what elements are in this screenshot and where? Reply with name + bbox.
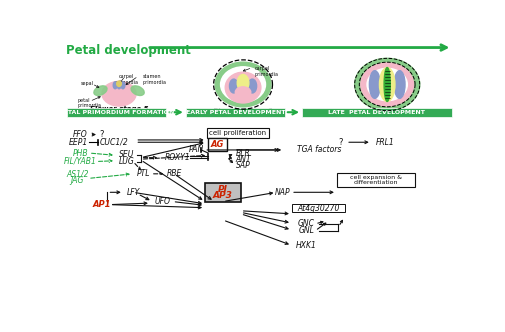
- Text: carpel
primordia: carpel primordia: [115, 74, 138, 85]
- Text: PI: PI: [218, 185, 227, 194]
- FancyBboxPatch shape: [206, 128, 268, 138]
- FancyBboxPatch shape: [67, 108, 166, 117]
- Text: RBE: RBE: [166, 169, 181, 178]
- Text: UFO: UFO: [154, 197, 170, 206]
- Text: Flower Stage 12: Flower Stage 12: [355, 111, 419, 117]
- Text: FIL/YAB1: FIL/YAB1: [64, 157, 96, 166]
- Text: Flower Stage 6: Flower Stage 6: [213, 108, 272, 114]
- Ellipse shape: [102, 81, 136, 106]
- Text: cell expansion &
differentiation: cell expansion & differentiation: [349, 175, 401, 185]
- Text: EARLY PETAL DEVELOPMENT: EARLY PETAL DEVELOPMENT: [185, 110, 284, 115]
- Text: HXK1: HXK1: [295, 241, 317, 250]
- FancyBboxPatch shape: [208, 138, 226, 151]
- Text: carpel
primordia: carpel primordia: [254, 66, 278, 77]
- Text: PAN: PAN: [188, 145, 204, 154]
- Text: TGA factors: TGA factors: [296, 145, 340, 154]
- Ellipse shape: [215, 62, 270, 107]
- Text: SEU: SEU: [119, 150, 134, 159]
- FancyBboxPatch shape: [336, 173, 414, 187]
- Text: AP3: AP3: [213, 191, 232, 200]
- Text: EEP1: EEP1: [69, 138, 88, 147]
- Text: PTL: PTL: [136, 169, 149, 178]
- Text: LUG: LUG: [119, 157, 134, 166]
- Text: FRL1: FRL1: [375, 138, 393, 147]
- Ellipse shape: [369, 71, 379, 98]
- Text: LATE  PETAL DEVELOPMENT: LATE PETAL DEVELOPMENT: [328, 110, 424, 115]
- Ellipse shape: [117, 82, 121, 89]
- Ellipse shape: [229, 79, 237, 93]
- Ellipse shape: [354, 58, 419, 111]
- FancyBboxPatch shape: [205, 183, 240, 202]
- Text: AP1: AP1: [92, 200, 111, 209]
- Ellipse shape: [237, 74, 248, 91]
- Text: sepal: sepal: [80, 81, 93, 86]
- Text: cell proliferation: cell proliferation: [209, 130, 266, 136]
- Text: At4g30270: At4g30270: [296, 204, 339, 212]
- Text: stamen
primordia: stamen primordia: [142, 74, 166, 85]
- Text: PHB: PHB: [72, 148, 88, 157]
- Text: JAG: JAG: [70, 176, 84, 185]
- Text: GNL: GNL: [298, 226, 314, 235]
- Ellipse shape: [379, 67, 394, 102]
- Text: ?: ?: [99, 130, 104, 139]
- Ellipse shape: [117, 81, 121, 86]
- Text: CUC1/2: CUC1/2: [99, 138, 128, 147]
- Text: BLR: BLR: [235, 148, 250, 157]
- FancyBboxPatch shape: [185, 108, 284, 117]
- Text: ANT: ANT: [235, 155, 250, 164]
- FancyBboxPatch shape: [301, 108, 450, 117]
- Text: FFO: FFO: [73, 130, 87, 139]
- Text: LFY: LFY: [126, 188, 139, 197]
- Ellipse shape: [247, 79, 256, 93]
- Ellipse shape: [220, 67, 265, 102]
- Ellipse shape: [94, 86, 107, 96]
- Text: ?: ?: [338, 138, 342, 147]
- Text: AS1/2: AS1/2: [66, 169, 88, 178]
- Ellipse shape: [113, 82, 117, 89]
- Text: SAP: SAP: [235, 161, 250, 170]
- FancyBboxPatch shape: [291, 204, 344, 212]
- Ellipse shape: [360, 63, 413, 106]
- Ellipse shape: [393, 71, 404, 98]
- Text: GNC: GNC: [297, 219, 315, 228]
- Ellipse shape: [383, 67, 389, 102]
- Text: Petal development: Petal development: [66, 44, 191, 57]
- Ellipse shape: [131, 86, 144, 96]
- Ellipse shape: [235, 87, 250, 98]
- Text: AG: AG: [211, 140, 224, 149]
- Text: ROXY1: ROXY1: [165, 153, 190, 162]
- Ellipse shape: [121, 82, 125, 89]
- Ellipse shape: [225, 72, 261, 103]
- Ellipse shape: [366, 68, 407, 101]
- Text: NAP: NAP: [274, 188, 290, 197]
- Text: petal
primordia: petal primordia: [77, 98, 101, 108]
- Text: PETAL PRIMORDIUM FORMATION: PETAL PRIMORDIUM FORMATION: [59, 110, 174, 115]
- Text: Flower stage 5: Flower stage 5: [89, 106, 148, 112]
